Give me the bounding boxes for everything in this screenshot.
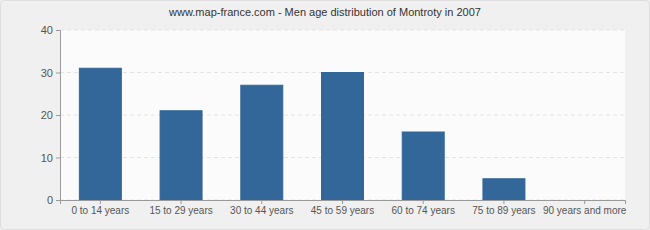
- y-tick-label: 20: [41, 109, 53, 121]
- y-tick-label: 40: [41, 24, 53, 36]
- y-tick: 10: [41, 152, 60, 164]
- x-tick-mark: [342, 200, 343, 204]
- bar: [79, 68, 121, 200]
- x-tick-label: 15 to 29 years: [149, 205, 212, 216]
- bar: [160, 111, 202, 200]
- bar: [402, 132, 444, 200]
- bar: [564, 200, 606, 201]
- x-tick-label: 0 to 14 years: [71, 205, 129, 216]
- x-tick: 45 to 59 years: [311, 200, 374, 216]
- y-axis-line: [56, 31, 61, 201]
- background: [1, 1, 650, 230]
- x-tick-mark: [584, 200, 585, 204]
- y-tick: 20: [41, 109, 60, 121]
- x-tick: 75 to 89 years: [472, 200, 535, 216]
- plot-area: [60, 30, 625, 200]
- x-tick-label: 90 years and more: [543, 205, 627, 216]
- x-tick: 60 to 74 years: [392, 200, 455, 216]
- y-tick-label: 0: [47, 194, 53, 206]
- x-tick: 0 to 14 years: [71, 200, 129, 216]
- y-tick-mark: [56, 158, 60, 159]
- x-tick: 30 to 44 years: [230, 200, 293, 216]
- y-tick-mark: [56, 30, 60, 31]
- grid-line: [60, 30, 625, 31]
- x-tick-label: 45 to 59 years: [311, 205, 374, 216]
- bar: [483, 179, 525, 200]
- x-axis-line: [61, 201, 626, 205]
- x-tick-mark: [261, 200, 262, 204]
- x-tick-mark: [503, 200, 504, 204]
- y-tick-mark: [56, 200, 60, 201]
- y-tick: 40: [41, 24, 60, 36]
- y-tick: 0: [47, 194, 60, 206]
- x-axis: 0 to 14 years 15 to 29 years 30 to 44 year…: [61, 200, 627, 216]
- y-tick: 30: [41, 67, 60, 79]
- x-tick-mark: [423, 200, 424, 204]
- x-tick: 90 years and more: [543, 200, 627, 216]
- y-tick-label: 10: [41, 152, 53, 164]
- y-axis: 0 10 20 30 40: [41, 24, 61, 206]
- x-tick-label: 60 to 74 years: [392, 205, 455, 216]
- x-tick-label: 30 to 44 years: [230, 205, 293, 216]
- bar: [241, 85, 283, 200]
- y-tick-label: 30: [41, 67, 53, 79]
- title: www.map-france.com - Men age distributio…: [168, 6, 481, 18]
- x-tick-label: 75 to 89 years: [472, 205, 535, 216]
- x-tick-mark: [181, 200, 182, 204]
- y-tick-mark: [56, 73, 60, 74]
- bar: [322, 73, 364, 201]
- x-tick: 15 to 29 years: [149, 200, 212, 216]
- x-tick-mark: [100, 200, 101, 204]
- y-tick-mark: [56, 115, 60, 116]
